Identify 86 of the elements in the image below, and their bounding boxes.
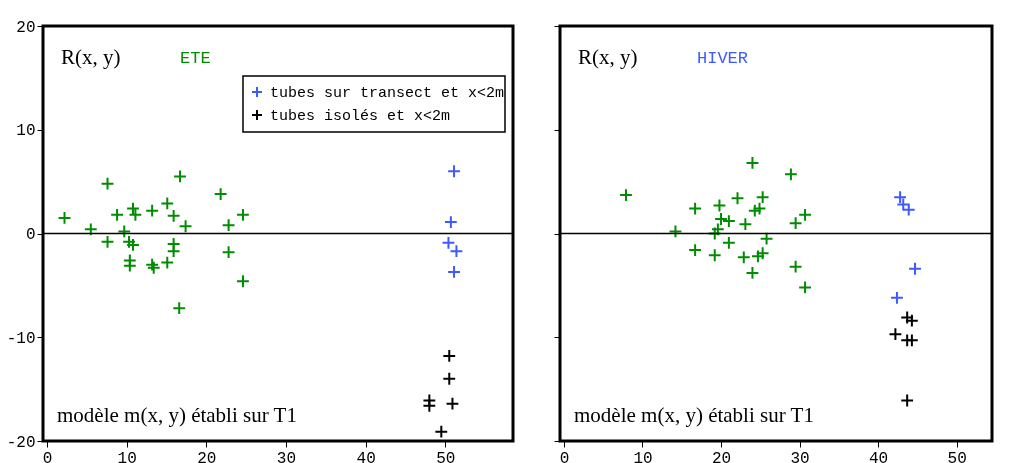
point (442, 349, 457, 363)
point (236, 207, 250, 222)
x-tick-label: 50 (436, 449, 456, 463)
point (100, 176, 115, 191)
point (447, 264, 461, 279)
text: ETE (180, 49, 211, 68)
point (221, 245, 236, 260)
point (447, 164, 461, 179)
x-tick-label: 40 (356, 449, 376, 463)
text: HIVER (697, 49, 749, 68)
text: R(x, y) (61, 45, 121, 69)
point (668, 224, 683, 239)
point (712, 198, 727, 213)
annotation: modèle m(x, y) établi sur T1 (57, 403, 297, 427)
point (221, 218, 236, 233)
y-tick-label: 20 (16, 18, 36, 37)
x-tick-label: 20 (711, 449, 732, 463)
x-tick-label: 30 (276, 449, 297, 463)
point (784, 167, 798, 182)
point (738, 217, 753, 232)
point (759, 231, 774, 246)
point (83, 222, 98, 237)
point (890, 290, 904, 305)
x-tick-label: 30 (790, 449, 810, 463)
point (908, 261, 922, 276)
x-tick-label: 0 (42, 449, 53, 463)
point (900, 393, 915, 408)
point (798, 280, 812, 295)
point (688, 243, 703, 258)
annotation: modèle m(x, y) établi sur T1 (574, 403, 814, 427)
point (57, 211, 72, 225)
point (736, 250, 751, 265)
point (166, 208, 181, 223)
point (422, 398, 437, 413)
point (434, 424, 449, 439)
x-tick-label: 0 (559, 449, 570, 463)
point (160, 196, 175, 211)
point (752, 201, 767, 216)
point (755, 190, 770, 205)
point (721, 235, 736, 250)
point (100, 234, 115, 249)
point (236, 274, 250, 289)
point (443, 215, 458, 229)
point (145, 203, 160, 218)
point (126, 238, 140, 252)
point (166, 244, 181, 259)
point (788, 216, 803, 231)
point (714, 212, 728, 226)
y-tick-label: -20 (6, 433, 36, 452)
y-tick-label: 0 (25, 226, 36, 244)
point (619, 188, 633, 203)
point (688, 201, 703, 216)
x-tick-label: 10 (633, 449, 653, 463)
point (442, 371, 457, 386)
point (904, 313, 919, 328)
legend-label: tubes isolés et x<2m (270, 108, 451, 125)
point (904, 333, 919, 348)
point (173, 169, 187, 184)
point (798, 207, 812, 222)
x-tick-label: 10 (117, 449, 137, 463)
point (213, 187, 228, 201)
point (751, 249, 765, 264)
point (707, 226, 722, 241)
legend-label: tubes sur transect et x<2m (270, 85, 505, 102)
point (122, 234, 136, 249)
point (747, 203, 762, 218)
x-tick-label: 50 (947, 449, 967, 463)
y-tick-label: 10 (16, 122, 36, 141)
point (117, 224, 132, 239)
text: R(x, y) (578, 45, 638, 69)
point (160, 255, 175, 270)
point (888, 327, 903, 342)
point (110, 207, 124, 222)
point (788, 259, 803, 274)
point (178, 219, 193, 234)
point (745, 156, 760, 170)
y-tick-label: -10 (6, 329, 36, 348)
point (755, 246, 770, 261)
point (172, 301, 187, 316)
point (707, 248, 722, 263)
point (445, 396, 460, 411)
point (745, 266, 760, 280)
x-tick-label: 40 (869, 449, 889, 463)
point (730, 191, 745, 206)
x-tick-label: 20 (197, 449, 217, 463)
point (721, 214, 736, 228)
